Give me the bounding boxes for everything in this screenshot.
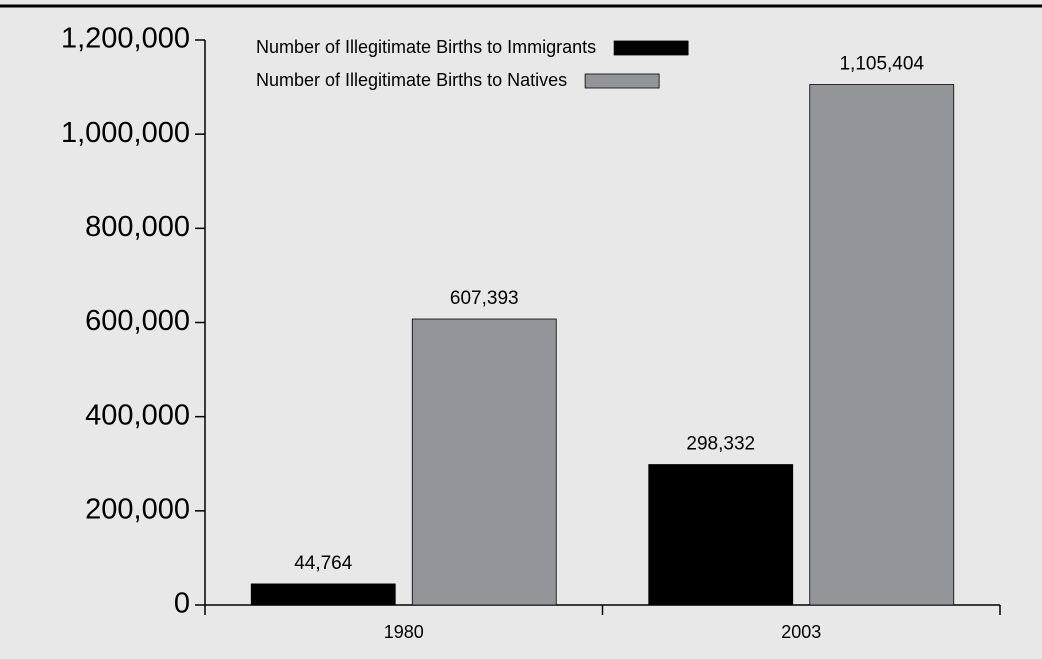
value-label: 44,764 [294,553,353,574]
bar [411,318,557,606]
y-tick-label: 0 [174,588,190,620]
legend-label: Number of Illegitimate Births to Natives [256,70,567,90]
value-label: 1,105,404 [839,54,924,75]
bar [809,84,955,606]
legend-label: Number of Illegitimate Births to Immigra… [256,37,596,57]
bar [648,464,794,606]
bar [250,583,396,606]
y-tick-label: 400,000 [85,399,190,431]
y-tick-label: 200,000 [85,493,190,525]
value-label: 607,393 [450,288,519,309]
y-tick-label: 600,000 [85,305,190,337]
y-tick-label: 1,000,000 [61,117,190,149]
value-label: 298,332 [686,434,755,455]
legend-swatch [613,40,689,56]
x-tick-label: 2003 [781,622,821,642]
legend-swatch [584,73,660,89]
y-tick-label: 1,200,000 [61,23,190,55]
x-tick-label: 1980 [384,622,424,642]
y-tick-label: 800,000 [85,211,190,243]
